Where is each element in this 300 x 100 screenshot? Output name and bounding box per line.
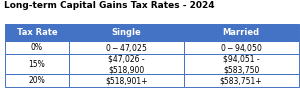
Text: Long-term Capital Gains Tax Rates - 2024: Long-term Capital Gains Tax Rates - 2024 [4,2,215,10]
Bar [4,74,69,87]
Text: 0%: 0% [31,43,43,52]
Text: $47,026 -
$518,900: $47,026 - $518,900 [108,54,145,74]
Text: $518,901+: $518,901+ [105,76,148,85]
Bar [184,24,298,41]
Text: Tax Rate: Tax Rate [16,28,57,37]
Bar [4,41,69,54]
Bar [184,41,298,54]
Text: $94,051 -
$583,750: $94,051 - $583,750 [223,54,260,74]
Text: $0 - $47,025: $0 - $47,025 [105,42,148,54]
Bar [69,41,184,54]
Bar [4,54,69,74]
Bar [69,74,184,87]
Bar [69,24,184,41]
Bar [184,74,298,87]
Bar [4,24,69,41]
Text: Married: Married [223,28,260,37]
Text: 20%: 20% [28,76,45,85]
Bar [69,54,184,74]
Text: $583,751+: $583,751+ [220,76,262,85]
Text: Single: Single [112,28,141,37]
Text: 15%: 15% [28,60,45,69]
Text: $0 - $94,050: $0 - $94,050 [220,42,262,54]
Bar [184,54,298,74]
